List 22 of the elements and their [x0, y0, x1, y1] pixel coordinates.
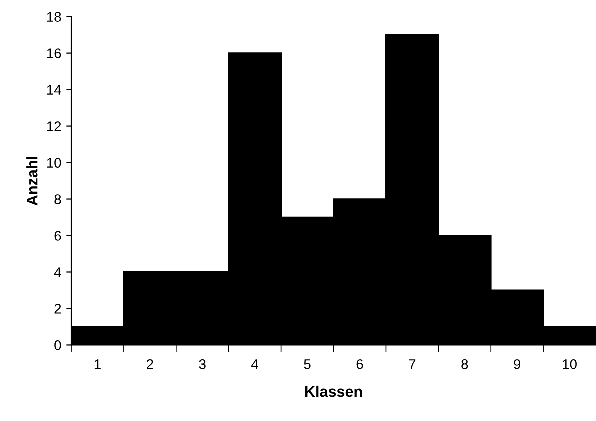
y-tick-label: 6 [54, 231, 62, 241]
y-tick-label: 8 [54, 194, 62, 204]
x-axis-title: Klassen [305, 386, 362, 398]
x-tick-label: 7 [409, 360, 416, 370]
y-tick-label: 0 [54, 340, 62, 350]
x-tick-label: 2 [147, 359, 154, 370]
x-tick-label: 1 [94, 360, 101, 370]
y-tick-label: 12 [47, 122, 62, 132]
x-tick-label: 5 [304, 360, 311, 370]
y-tick-label: 18 [47, 12, 62, 22]
y-tick-label: 14 [47, 85, 62, 95]
x-tick-label: 3 [199, 359, 206, 370]
x-tick-label: 10 [563, 359, 577, 370]
y-tick-label: 4 [54, 268, 62, 278]
x-tick-label: 6 [356, 359, 364, 370]
x-tick-label: 8 [462, 359, 468, 370]
y-axis-title: Anzahl [26, 157, 38, 206]
y-tick-label: 16 [47, 48, 62, 58]
x-tick-label: 9 [514, 359, 521, 370]
y-tick-label: 10 [47, 158, 62, 168]
y-tick-label: 2 [54, 304, 62, 314]
x-tick-label: 4 [252, 360, 259, 370]
